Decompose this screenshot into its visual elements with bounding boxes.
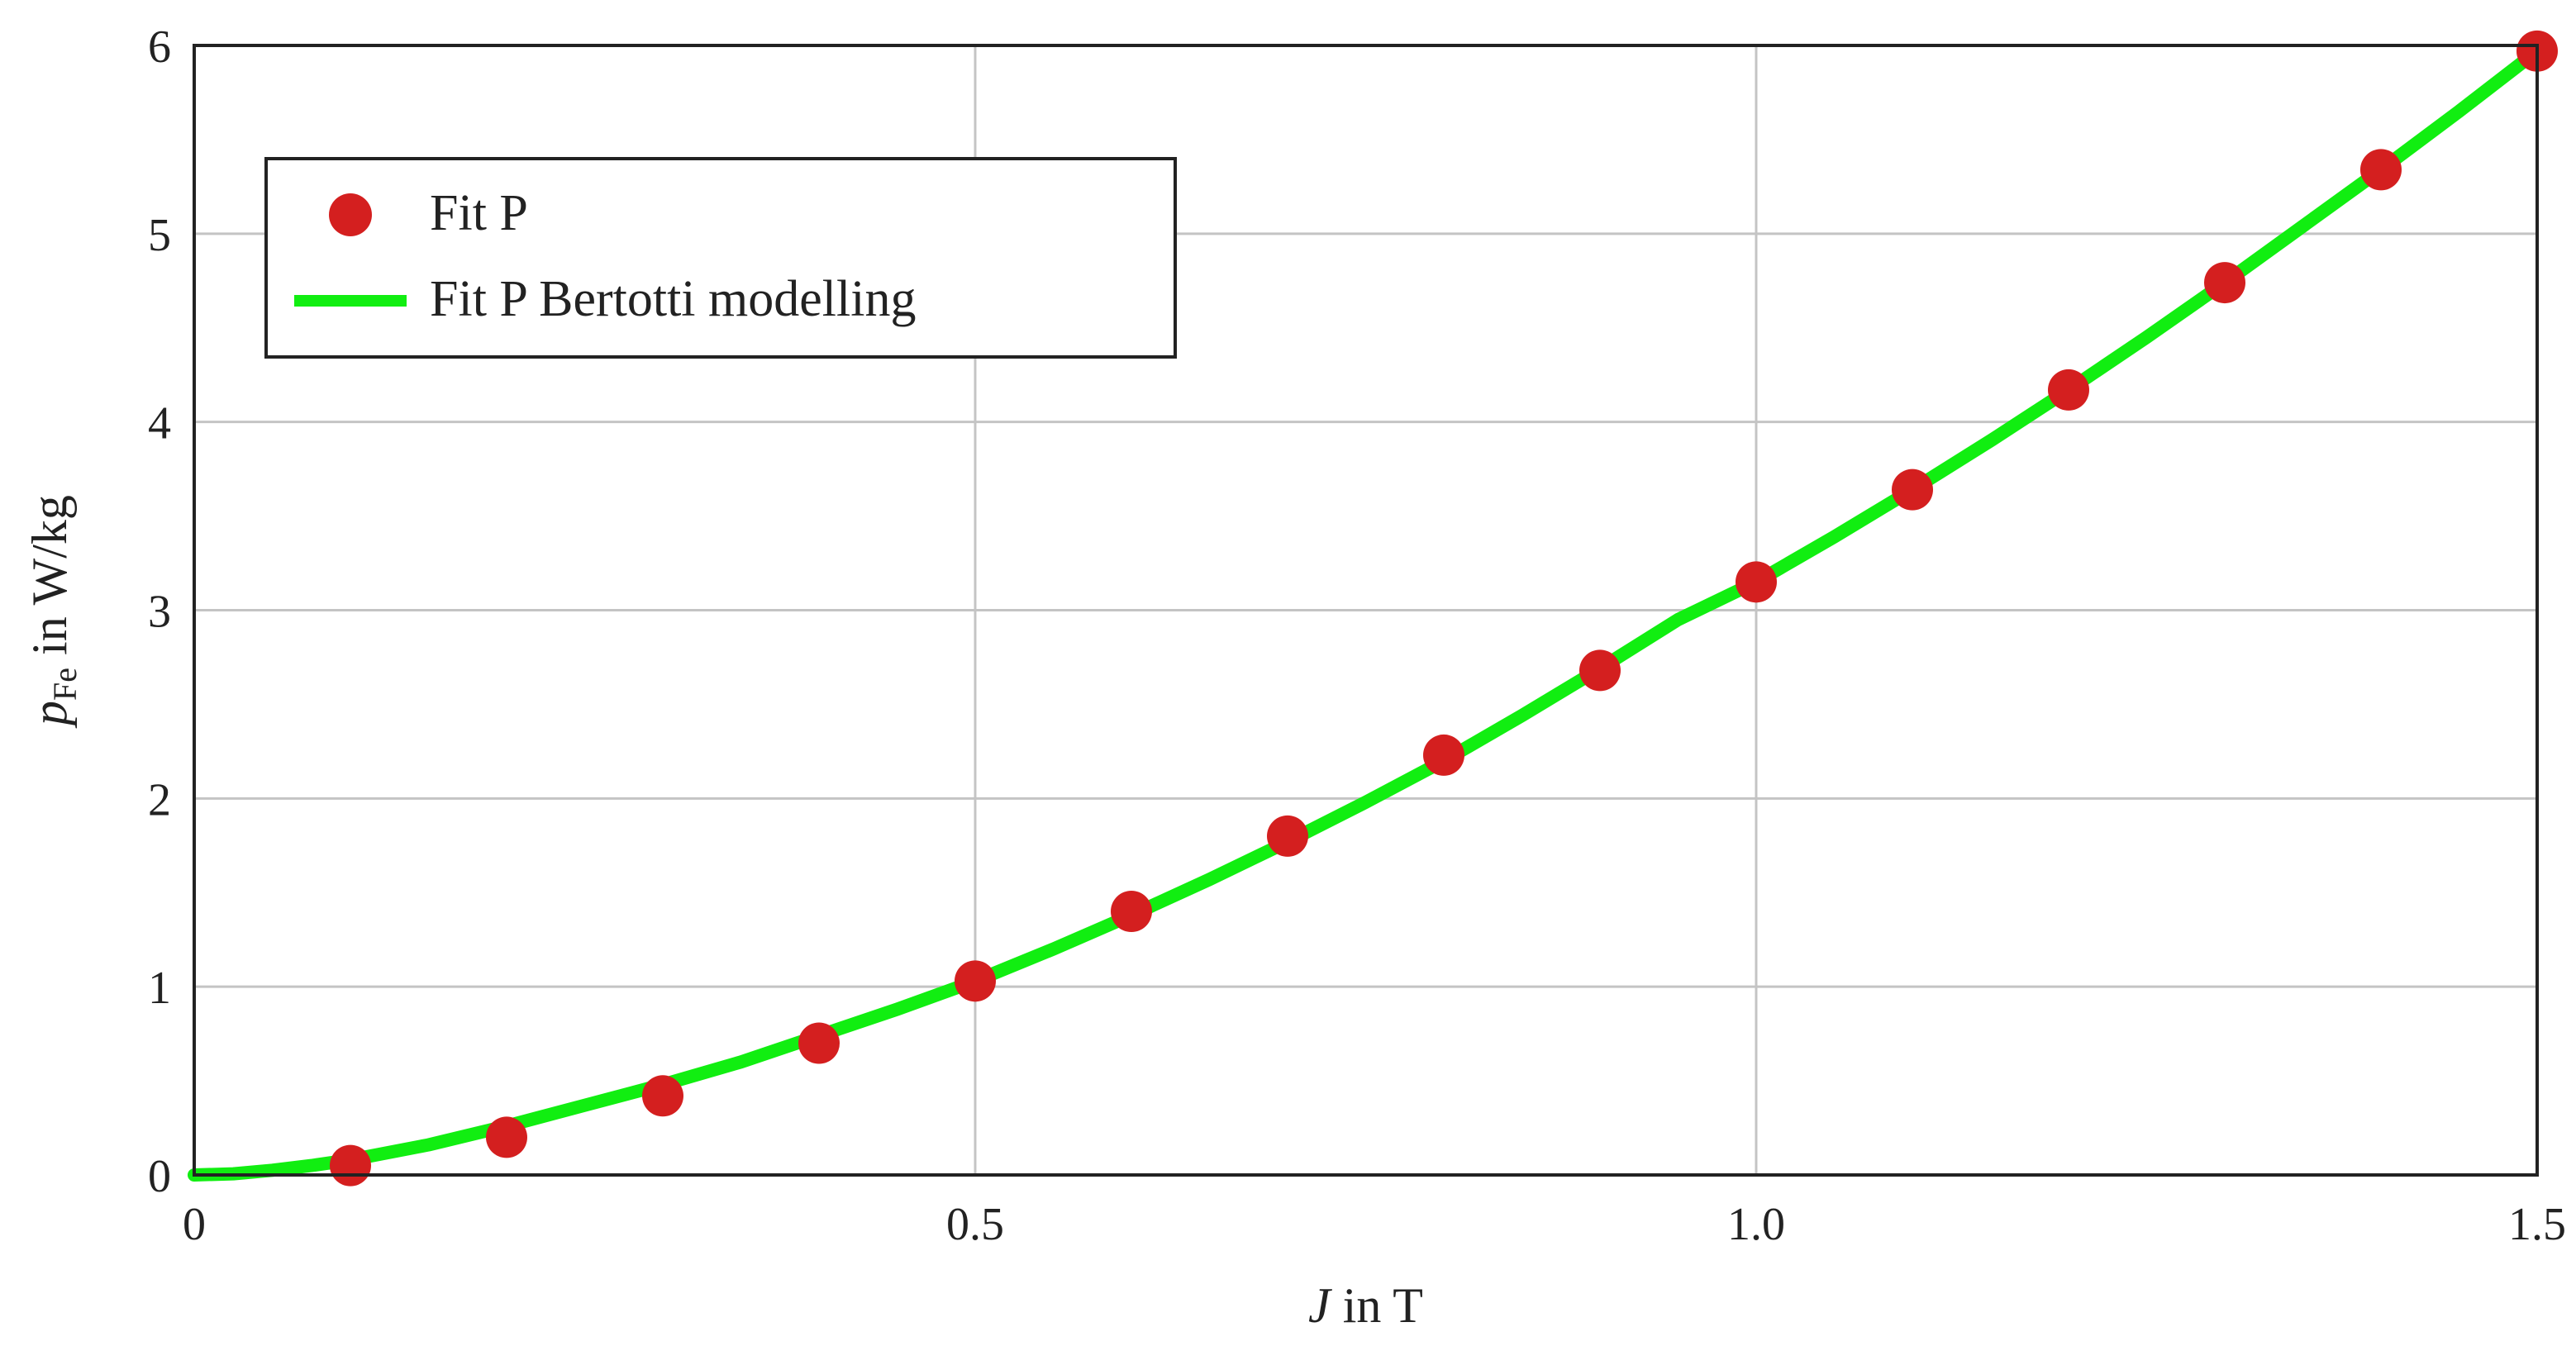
legend-label-bertotti: Fit P Bertotti modelling (430, 271, 916, 327)
x-tick-label: 1.0 (1727, 1199, 1785, 1250)
data-point-fit-p (1892, 468, 1933, 511)
y-tick-label: 4 (148, 398, 171, 449)
data-point-fit-p (642, 1075, 683, 1117)
plot-frame (193, 44, 2539, 1177)
y-tick-label: 3 (148, 587, 171, 638)
data-point-fit-p (1579, 649, 1621, 692)
legend-label-fit-p: Fit P (430, 185, 528, 241)
x-axis-label: J in T (1308, 1278, 1423, 1333)
data-point-fit-p (486, 1116, 527, 1158)
data-point-fit-p (2048, 369, 2089, 411)
x-tick-label: 1.5 (2508, 1199, 2566, 1250)
data-point-fit-p (330, 1144, 371, 1187)
y-tick-label: 2 (148, 774, 171, 825)
x-tick-label: 0.5 (946, 1199, 1004, 1250)
legend-box (264, 157, 1177, 359)
data-point-fit-p (1111, 891, 1152, 933)
y-tick-label: 5 (148, 210, 171, 261)
y-tick-label: 6 (148, 21, 171, 73)
tick-labels: 0 0.5 1.0 1.5 0 1 2 3 4 5 6 (148, 21, 2566, 1250)
data-point-fit-p (955, 960, 996, 1002)
legend-marker-fit-p (329, 193, 372, 236)
y-tick-label: 1 (148, 963, 171, 1014)
data-point-fit-p (2204, 262, 2245, 304)
legend: Fit P Fit P Bertotti modelling (264, 157, 1177, 359)
y-tick-label: 0 (148, 1151, 171, 1202)
y-axis-label: pFe in W/kg (22, 495, 83, 729)
data-point-fit-p (1736, 561, 1777, 603)
x-tick-label: 0 (183, 1199, 206, 1250)
data-point-fit-p (1423, 734, 1464, 776)
data-point-fit-p (2360, 149, 2402, 191)
data-point-fit-p (798, 1022, 840, 1064)
data-point-fit-p (1267, 815, 1308, 857)
